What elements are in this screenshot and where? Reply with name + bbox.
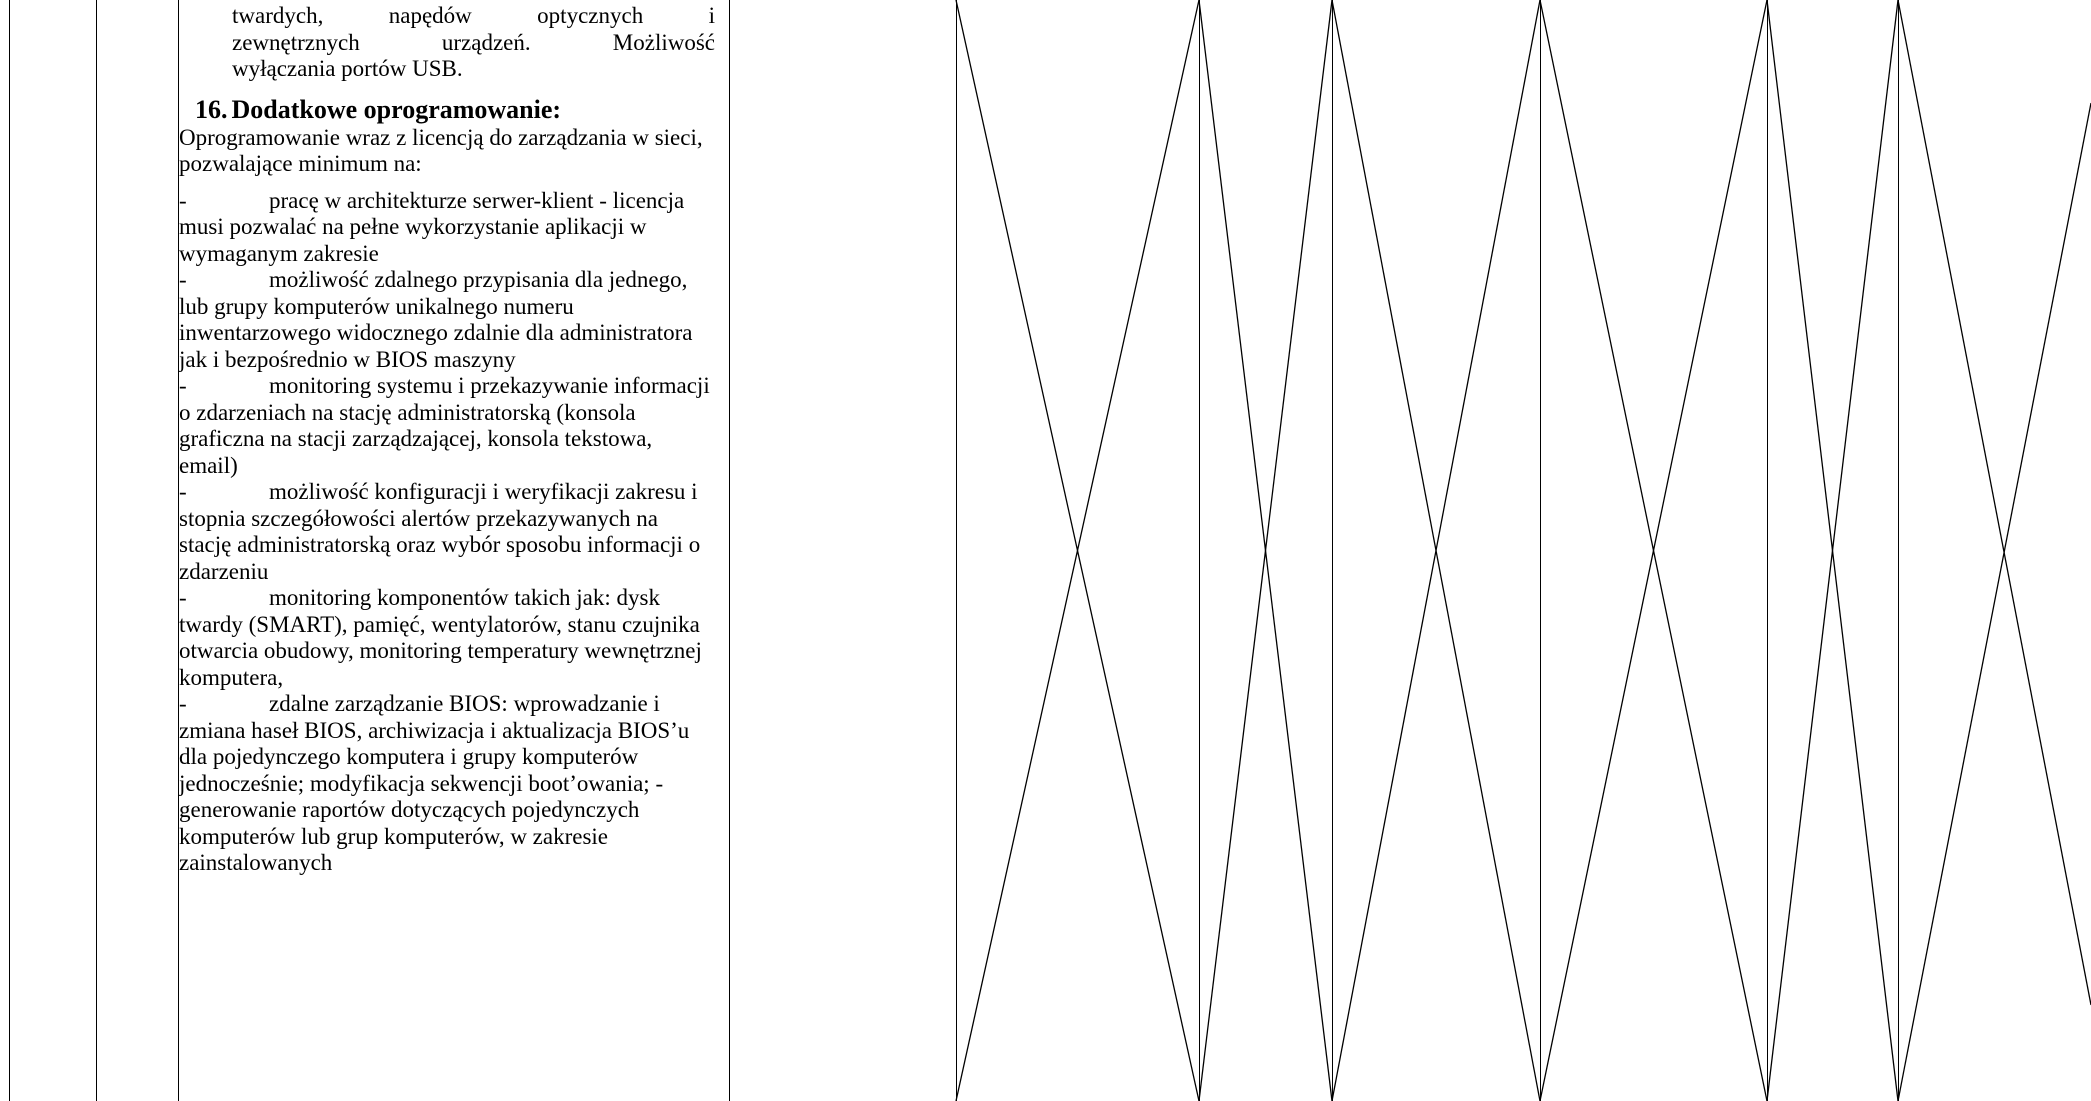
- requirement-item: - możliwość konfiguracji i weryfikacji za…: [179, 479, 715, 585]
- item-dash: -: [179, 585, 187, 610]
- item-dash: -: [179, 691, 187, 716]
- table-column-divider: [1540, 0, 1541, 1101]
- requirement-item: - możliwość zdalnego przypisania dla jedn…: [179, 267, 715, 373]
- requirement-item: - monitoring komponentów takich jak: dysk…: [179, 585, 715, 691]
- continuation-paragraph: twardych, napędów optycznych i zewnętrzn…: [232, 3, 715, 83]
- item-text: możliwość zdalnego przypisania dla jedne…: [179, 267, 693, 372]
- cross-line: [1897, 102, 2091, 1101]
- table-column-divider: [1332, 0, 1333, 1101]
- section-number: 16.: [195, 94, 228, 124]
- section-title: Dodatkowe oprogramowanie:: [231, 94, 562, 124]
- item-dash: -: [179, 267, 187, 292]
- item-text: monitoring komponentów takich jak: dysk …: [179, 585, 702, 690]
- specification-text-cell: twardych, napędów optycznych i zewnętrzn…: [179, 0, 715, 1101]
- section-intro: Oprogramowanie wraz z licencją do zarząd…: [179, 124, 703, 177]
- table-column-divider: [1767, 0, 1768, 1101]
- table-column-divider: [178, 0, 179, 1101]
- item-text: możliwość konfiguracji i weryfikacji zak…: [179, 479, 701, 584]
- cross-line: [1539, 0, 1768, 1101]
- requirement-item: - pracę w architekturze serwer-klient - l…: [179, 188, 715, 268]
- table-column-divider: [96, 0, 97, 1101]
- cross-line: [955, 0, 1200, 1101]
- item-dash: -: [179, 479, 187, 504]
- continuation-line: twardych, napędów optycznych i: [232, 3, 715, 28]
- continuation-line: zewnętrznych urządzeń. Możliwość: [232, 29, 715, 55]
- cross-line: [1766, 0, 1899, 1101]
- item-text: monitoring systemu i przekazywanie infor…: [179, 373, 710, 478]
- item-text: zdalne zarządzanie BIOS: wprowadzanie i …: [179, 691, 690, 875]
- item-dash: -: [179, 187, 187, 213]
- table-column-divider: [729, 0, 730, 1101]
- cross-line: [1897, 0, 2091, 1006]
- section-heading: 16. Dodatkowe oprogramowanie:: [195, 95, 715, 125]
- item-text: pracę w architekturze serwer-klient - li…: [179, 187, 685, 266]
- item-dash: -: [179, 373, 187, 398]
- cross-line: [1331, 0, 1541, 1101]
- requirement-item: - zdalne zarządzanie BIOS: wprowadzanie i…: [179, 691, 715, 877]
- table-border-left: [9, 0, 10, 1101]
- table-column-divider: [1898, 0, 1899, 1101]
- requirement-item: - monitoring systemu i przekazywanie info…: [179, 373, 715, 479]
- continuation-line: wyłączania portów USB.: [232, 56, 463, 81]
- table-column-divider: [956, 0, 957, 1101]
- table-column-divider: [1199, 0, 1200, 1101]
- cross-line: [1198, 0, 1333, 1101]
